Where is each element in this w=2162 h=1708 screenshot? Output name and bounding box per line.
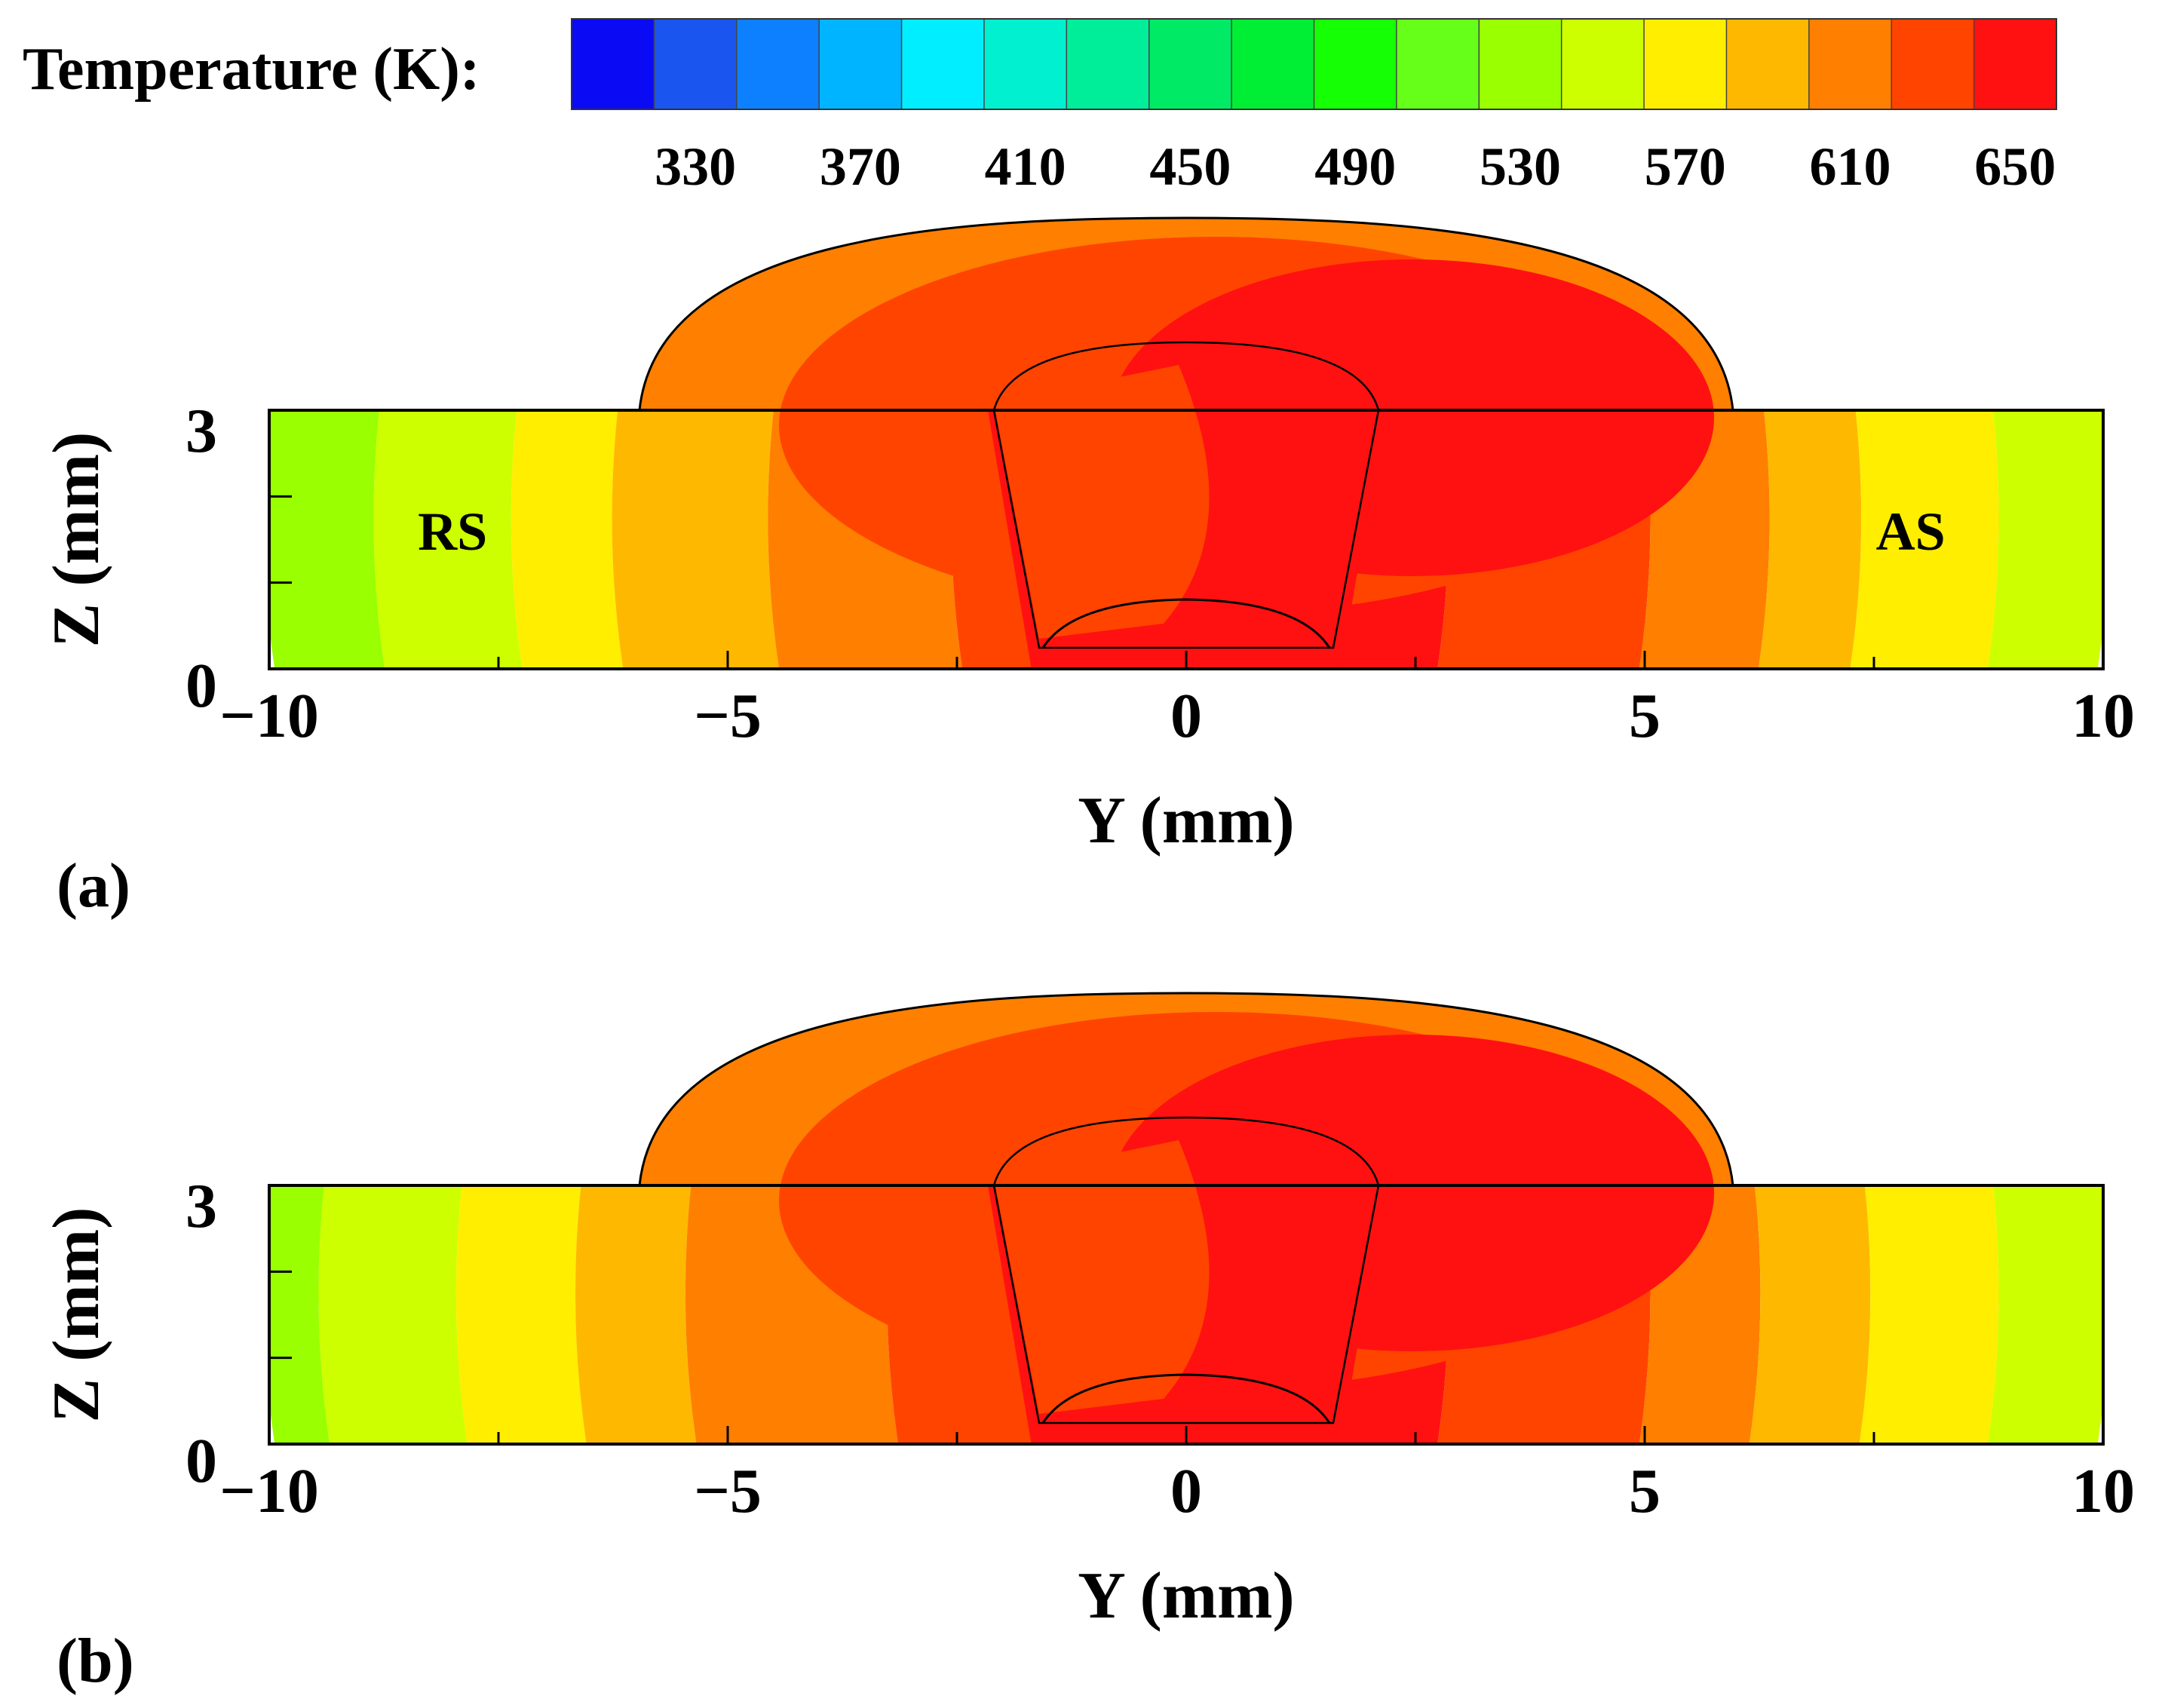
colorbar-swatch	[1891, 19, 1975, 109]
colorbar-swatch	[819, 19, 903, 109]
colorbar-tick-label: 330	[655, 136, 736, 197]
colorbar-swatch	[654, 19, 738, 109]
x-tick-label: −5	[694, 681, 762, 751]
colorbar-tick-label: 490	[1314, 136, 1396, 197]
colorbar-swatch	[1231, 19, 1314, 109]
x-tick-label: 10	[2072, 681, 2135, 751]
colorbar-tick-label: 450	[1149, 136, 1231, 197]
x-tick-label: 0	[1170, 1456, 1202, 1526]
x-tick-label: 0	[1170, 681, 1202, 751]
x-tick-label: 5	[1629, 681, 1661, 751]
colorbar-tick-label: 650	[1974, 136, 2056, 197]
pin-zone-cool	[994, 1140, 1210, 1414]
colorbar-frame	[571, 18, 2057, 110]
panel-tag: (b)	[57, 1626, 134, 1696]
y-tick-label: 3	[186, 396, 217, 466]
pin-tip-outline	[1041, 1373, 1331, 1424]
colorbar-swatch	[1561, 19, 1645, 109]
colorbar-swatches	[571, 18, 2057, 110]
y-axis-label: Z (mm)	[40, 432, 113, 648]
x-tick-label: −10	[219, 1456, 319, 1526]
colorbar-title: Temperature (K):	[23, 36, 480, 103]
colorbar-ticks: 330 370 410 450 490 530 570 610 650	[655, 136, 2056, 197]
colorbar-tick-label: 370	[820, 136, 901, 197]
colorbar-swatch	[1066, 19, 1150, 109]
colorbar-swatch	[1644, 19, 1727, 109]
colorbar-swatch	[1726, 19, 1810, 109]
y-tick-label: 3	[186, 1171, 217, 1241]
colorbar-swatch	[1314, 19, 1397, 109]
pin-tip-outline	[1041, 598, 1331, 649]
pin-zone-cool	[994, 365, 1210, 639]
colorbar-tick-label: 570	[1645, 136, 1726, 197]
x-tick-label: 10	[2072, 1456, 2135, 1526]
colorbar-tick-label: 530	[1480, 136, 1561, 197]
colorbar-swatch	[983, 19, 1067, 109]
advancing-side-label: AS	[1876, 501, 1946, 562]
colorbar-swatch	[736, 19, 820, 109]
retreating-side-label: RS	[418, 501, 487, 562]
x-tick-label: −10	[219, 681, 319, 751]
shoulder-outline	[638, 216, 1734, 412]
panel-tag: (a)	[57, 851, 130, 921]
colorbar-swatch	[572, 19, 655, 109]
x-tick-label: 5	[1629, 1456, 1661, 1526]
colorbar-swatch	[1479, 19, 1562, 109]
colorbar-swatch	[1973, 19, 2057, 109]
colorbar-tick-label: 410	[985, 136, 1066, 197]
y-axis-label: Z (mm)	[40, 1207, 113, 1423]
colorbar-swatch	[1148, 19, 1232, 109]
shoulder-outline	[638, 992, 1734, 1187]
colorbar-swatch	[901, 19, 985, 109]
y-tick-label: 0	[186, 651, 217, 721]
x-axis-label: Y (mm)	[1078, 1559, 1295, 1633]
pin-outline	[992, 341, 1380, 649]
x-tick-label: −5	[694, 1456, 762, 1526]
colorbar-tick-label: 610	[1810, 136, 1891, 197]
colorbar: Temperature (K): 330 370 410 450 490 530 570 61…	[23, 18, 2057, 197]
y-tick-label: 0	[186, 1426, 217, 1496]
colorbar-swatch	[1808, 19, 1892, 109]
colorbar-swatch	[1396, 19, 1480, 109]
pin-outline	[992, 1116, 1380, 1424]
x-axis-label: Y (mm)	[1078, 784, 1295, 857]
